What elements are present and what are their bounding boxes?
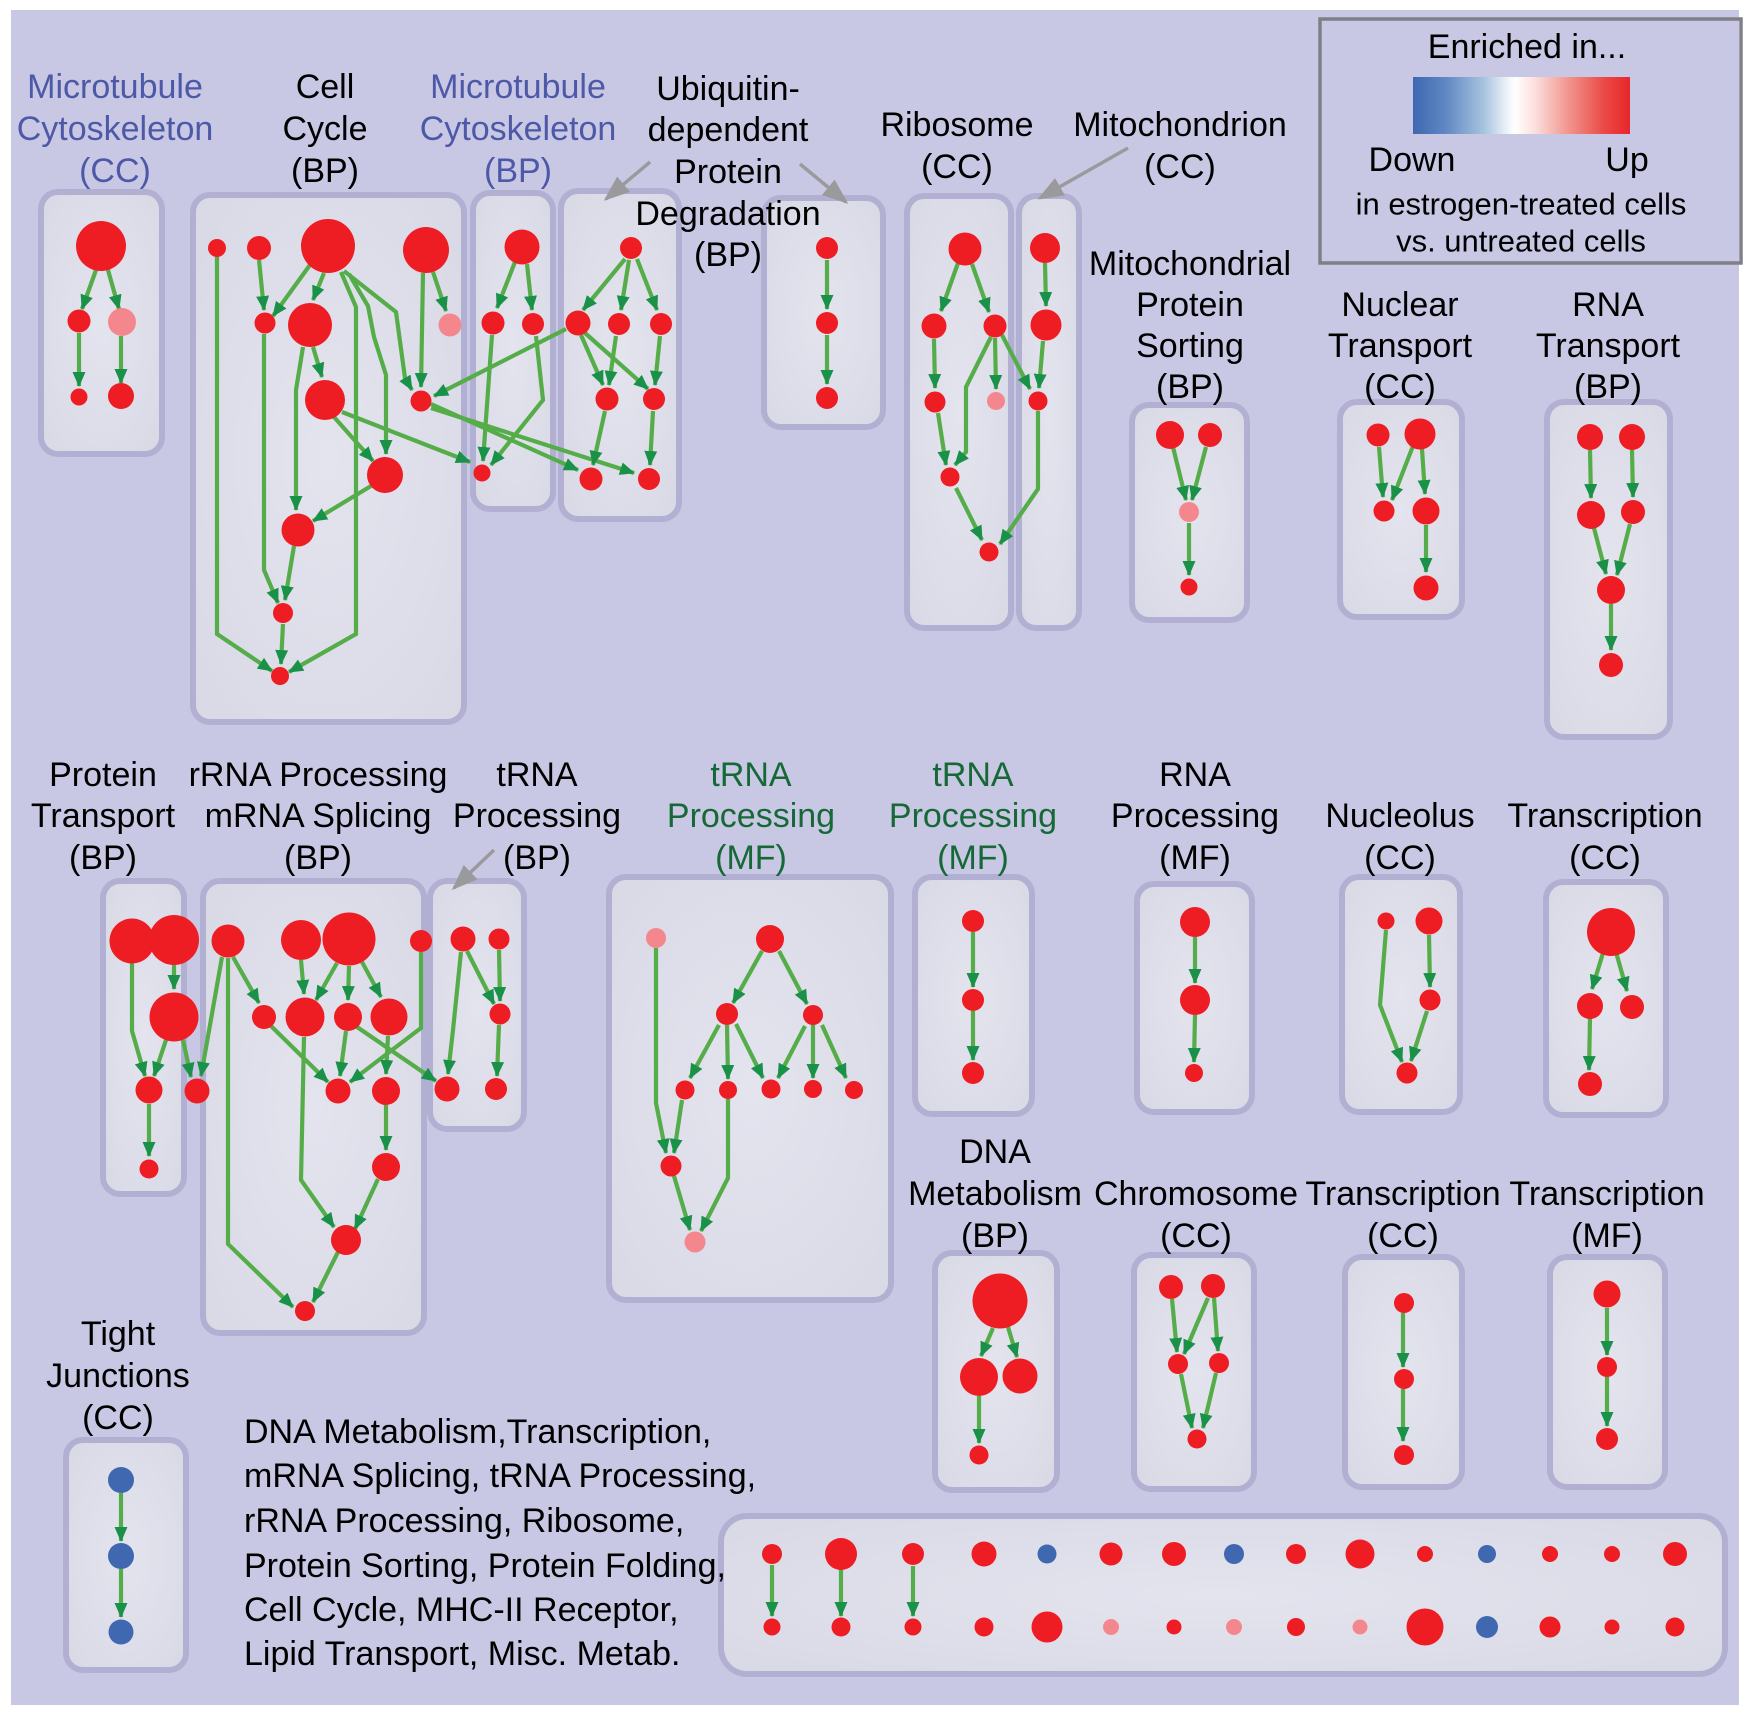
svg-text:(CC): (CC) <box>1144 148 1216 186</box>
svg-text:rRNA Processing: rRNA Processing <box>189 756 448 794</box>
svg-text:(BP): (BP) <box>503 839 571 877</box>
svg-text:(BP): (BP) <box>961 1217 1029 1255</box>
svg-text:tRNA: tRNA <box>932 756 1014 794</box>
svg-text:Transcription: Transcription <box>1507 797 1702 835</box>
svg-text:tRNA: tRNA <box>710 756 792 794</box>
svg-text:(BP): (BP) <box>291 152 359 190</box>
svg-text:in estrogen-treated cells: in estrogen-treated cells <box>1356 187 1687 222</box>
svg-text:(MF): (MF) <box>1159 839 1231 877</box>
svg-text:(CC): (CC) <box>1569 839 1641 877</box>
svg-text:Transport: Transport <box>31 797 176 835</box>
svg-text:Transport: Transport <box>1536 327 1681 365</box>
svg-text:Lipid Transport, Misc. Metab.: Lipid Transport, Misc. Metab. <box>244 1635 681 1673</box>
svg-text:Tight: Tight <box>81 1315 156 1353</box>
svg-text:Cell Cycle, MHC-II Receptor,: Cell Cycle, MHC-II Receptor, <box>244 1591 679 1629</box>
svg-text:Cycle: Cycle <box>282 110 367 148</box>
svg-text:Junctions: Junctions <box>46 1357 190 1395</box>
svg-text:(BP): (BP) <box>1574 368 1642 406</box>
svg-text:(MF): (MF) <box>1571 1217 1643 1255</box>
svg-text:(CC): (CC) <box>1364 839 1436 877</box>
svg-text:Processing: Processing <box>453 797 621 835</box>
svg-text:Ubiquitin-: Ubiquitin- <box>656 70 800 108</box>
svg-text:mRNA Splicing: mRNA Splicing <box>205 797 432 835</box>
svg-text:Processing: Processing <box>889 797 1057 835</box>
svg-text:Microtubule: Microtubule <box>430 68 606 106</box>
svg-text:Metabolism: Metabolism <box>908 1175 1082 1213</box>
svg-text:(BP): (BP) <box>69 839 137 877</box>
svg-text:(BP): (BP) <box>484 152 552 190</box>
svg-text:(CC): (CC) <box>1160 1217 1232 1255</box>
svg-text:rRNA Processing, Ribosome,: rRNA Processing, Ribosome, <box>244 1502 684 1540</box>
svg-text:(CC): (CC) <box>1367 1217 1439 1255</box>
svg-text:(MF): (MF) <box>937 839 1009 877</box>
svg-text:(MF): (MF) <box>715 839 787 877</box>
svg-text:Protein: Protein <box>674 153 782 191</box>
svg-text:dependent: dependent <box>648 111 809 149</box>
svg-text:Transcription: Transcription <box>1305 1175 1500 1213</box>
svg-text:Mitochondrial: Mitochondrial <box>1089 245 1291 283</box>
svg-text:Mitochondrion: Mitochondrion <box>1073 106 1287 144</box>
svg-text:tRNA: tRNA <box>496 756 578 794</box>
svg-text:Cell: Cell <box>296 68 355 106</box>
svg-text:RNA: RNA <box>1572 286 1644 324</box>
svg-text:Protein: Protein <box>1136 286 1244 324</box>
svg-text:Sorting: Sorting <box>1136 327 1244 365</box>
svg-text:mRNA Splicing, tRNA Processing: mRNA Splicing, tRNA Processing, <box>244 1457 756 1495</box>
svg-text:Protein: Protein <box>49 756 157 794</box>
svg-text:Down: Down <box>1369 141 1456 179</box>
svg-text:(CC): (CC) <box>921 148 993 186</box>
svg-text:Ribosome: Ribosome <box>880 106 1033 144</box>
svg-text:Nucleolus: Nucleolus <box>1325 797 1474 835</box>
svg-text:(BP): (BP) <box>694 236 762 274</box>
svg-text:Enriched in...: Enriched in... <box>1428 28 1626 66</box>
svg-text:(BP): (BP) <box>1156 368 1224 406</box>
svg-text:RNA: RNA <box>1159 756 1231 794</box>
svg-text:Processing: Processing <box>667 797 835 835</box>
svg-text:Up: Up <box>1605 141 1648 179</box>
svg-text:Microtubule: Microtubule <box>27 68 203 106</box>
svg-text:Transport: Transport <box>1328 327 1473 365</box>
svg-text:Cytoskeleton: Cytoskeleton <box>420 110 617 148</box>
svg-text:Processing: Processing <box>1111 797 1279 835</box>
svg-text:(CC): (CC) <box>82 1399 154 1437</box>
svg-text:(CC): (CC) <box>79 152 151 190</box>
svg-text:DNA Metabolism,Transcription,: DNA Metabolism,Transcription, <box>244 1413 711 1451</box>
svg-text:Transcription: Transcription <box>1509 1175 1704 1213</box>
svg-text:Protein Sorting, Protein Foldi: Protein Sorting, Protein Folding, <box>244 1547 726 1585</box>
svg-text:DNA: DNA <box>959 1133 1031 1171</box>
svg-text:(CC): (CC) <box>1364 368 1436 406</box>
svg-text:Chromosome: Chromosome <box>1094 1175 1298 1213</box>
svg-text:Degradation: Degradation <box>635 195 820 233</box>
svg-text:Nuclear: Nuclear <box>1341 286 1458 324</box>
svg-text:vs. untreated cells: vs. untreated cells <box>1396 224 1646 259</box>
svg-text:(BP): (BP) <box>284 839 352 877</box>
svg-text:Cytoskeleton: Cytoskeleton <box>17 110 214 148</box>
